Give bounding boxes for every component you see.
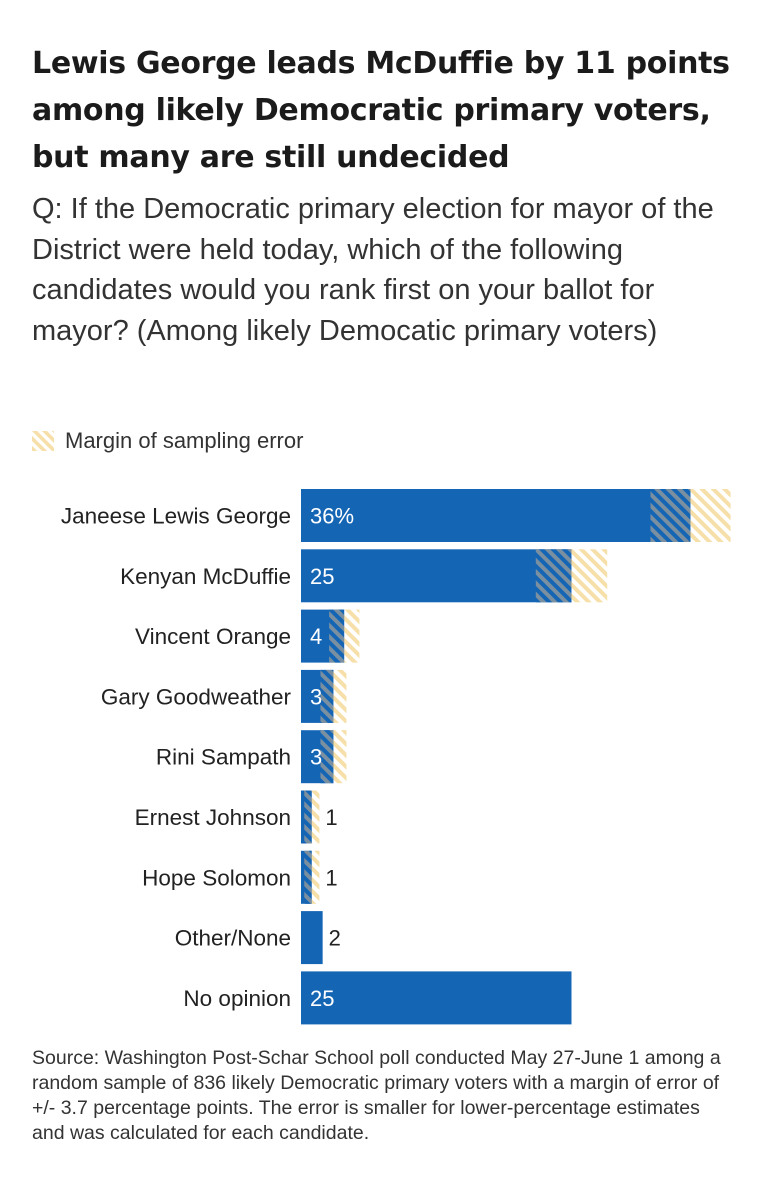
- bar-row-rini-sampath: Rini Sampath 3: [156, 730, 347, 784]
- bar: [301, 549, 572, 603]
- margin-error-band: [690, 489, 731, 542]
- margin-error-band: [344, 609, 360, 663]
- category-label: Rini Sampath: [156, 745, 291, 770]
- chart-header: Lewis George leads McDuffie by 11 points…: [32, 40, 732, 351]
- category-label: No opinion: [183, 986, 291, 1011]
- margin-overlap-band: [304, 850, 312, 904]
- category-label: Ernest Johnson: [135, 805, 291, 830]
- category-label: Gary Goodweather: [101, 684, 292, 709]
- bar: [301, 971, 572, 1025]
- chart-title: Lewis George leads McDuffie by 11 points…: [32, 46, 730, 175]
- bar-chart: Janeese Lewis George 36% Kenyan McDuffie 25…: [61, 489, 731, 1025]
- category-label: Hope Solomon: [142, 865, 291, 890]
- chart-subtitle: Q: If the Democratic primary election fo…: [32, 193, 714, 347]
- category-label: Kenyan McDuffie: [120, 564, 291, 589]
- category-label: Janeese Lewis George: [61, 504, 291, 529]
- margin-overlap-band: [304, 790, 312, 844]
- margin-legend-label: Margin of sampling error: [65, 428, 304, 453]
- margin-overlap-band: [535, 549, 572, 603]
- bar-row-gary-goodweather: Gary Goodweather 3: [101, 669, 347, 723]
- value-label: 2: [329, 926, 341, 951]
- margin-error-band: [571, 549, 608, 603]
- bar-row-ernest-johnson: Ernest Johnson 1: [135, 790, 338, 844]
- margin-overlap-band: [329, 609, 345, 663]
- bar-row-no-opinion: No opinion 25: [183, 971, 572, 1025]
- category-label: Vincent Orange: [135, 624, 291, 649]
- value-label: 4: [310, 624, 322, 649]
- margin-error-band: [333, 730, 347, 784]
- bar: [301, 489, 691, 542]
- value-label: 25: [310, 986, 334, 1011]
- value-label: 3: [310, 684, 322, 709]
- margin-overlap-band: [320, 669, 334, 723]
- value-label: 1: [325, 805, 337, 830]
- value-label: 36%: [310, 504, 354, 529]
- bar-row-other-none: Other/None 2: [175, 911, 341, 965]
- bar: [301, 911, 323, 965]
- value-label: 3: [310, 745, 322, 770]
- category-label: Other/None: [175, 926, 291, 951]
- margin-overlap-band: [650, 489, 691, 542]
- margin-legend-swatch: [32, 431, 54, 451]
- value-label: 1: [325, 865, 337, 890]
- bar-row-kenyan-mcduffie: Kenyan McDuffie 25: [120, 549, 608, 603]
- bar-row-hope-solomon: Hope Solomon 1: [142, 850, 338, 904]
- margin-error-band: [311, 790, 320, 844]
- source-note: Source: Washington Post-Schar School pol…: [32, 1047, 721, 1144]
- bar-row-vincent-orange: Vincent Orange 4: [135, 609, 360, 663]
- margin-error-band: [311, 850, 320, 904]
- margin-overlap-band: [320, 730, 334, 784]
- margin-error-band: [333, 669, 347, 723]
- bar-row-janeese-lewis-george: Janeese Lewis George 36%: [61, 489, 731, 542]
- value-label: 25: [310, 564, 334, 589]
- chart-legend: Margin of sampling error: [32, 428, 303, 454]
